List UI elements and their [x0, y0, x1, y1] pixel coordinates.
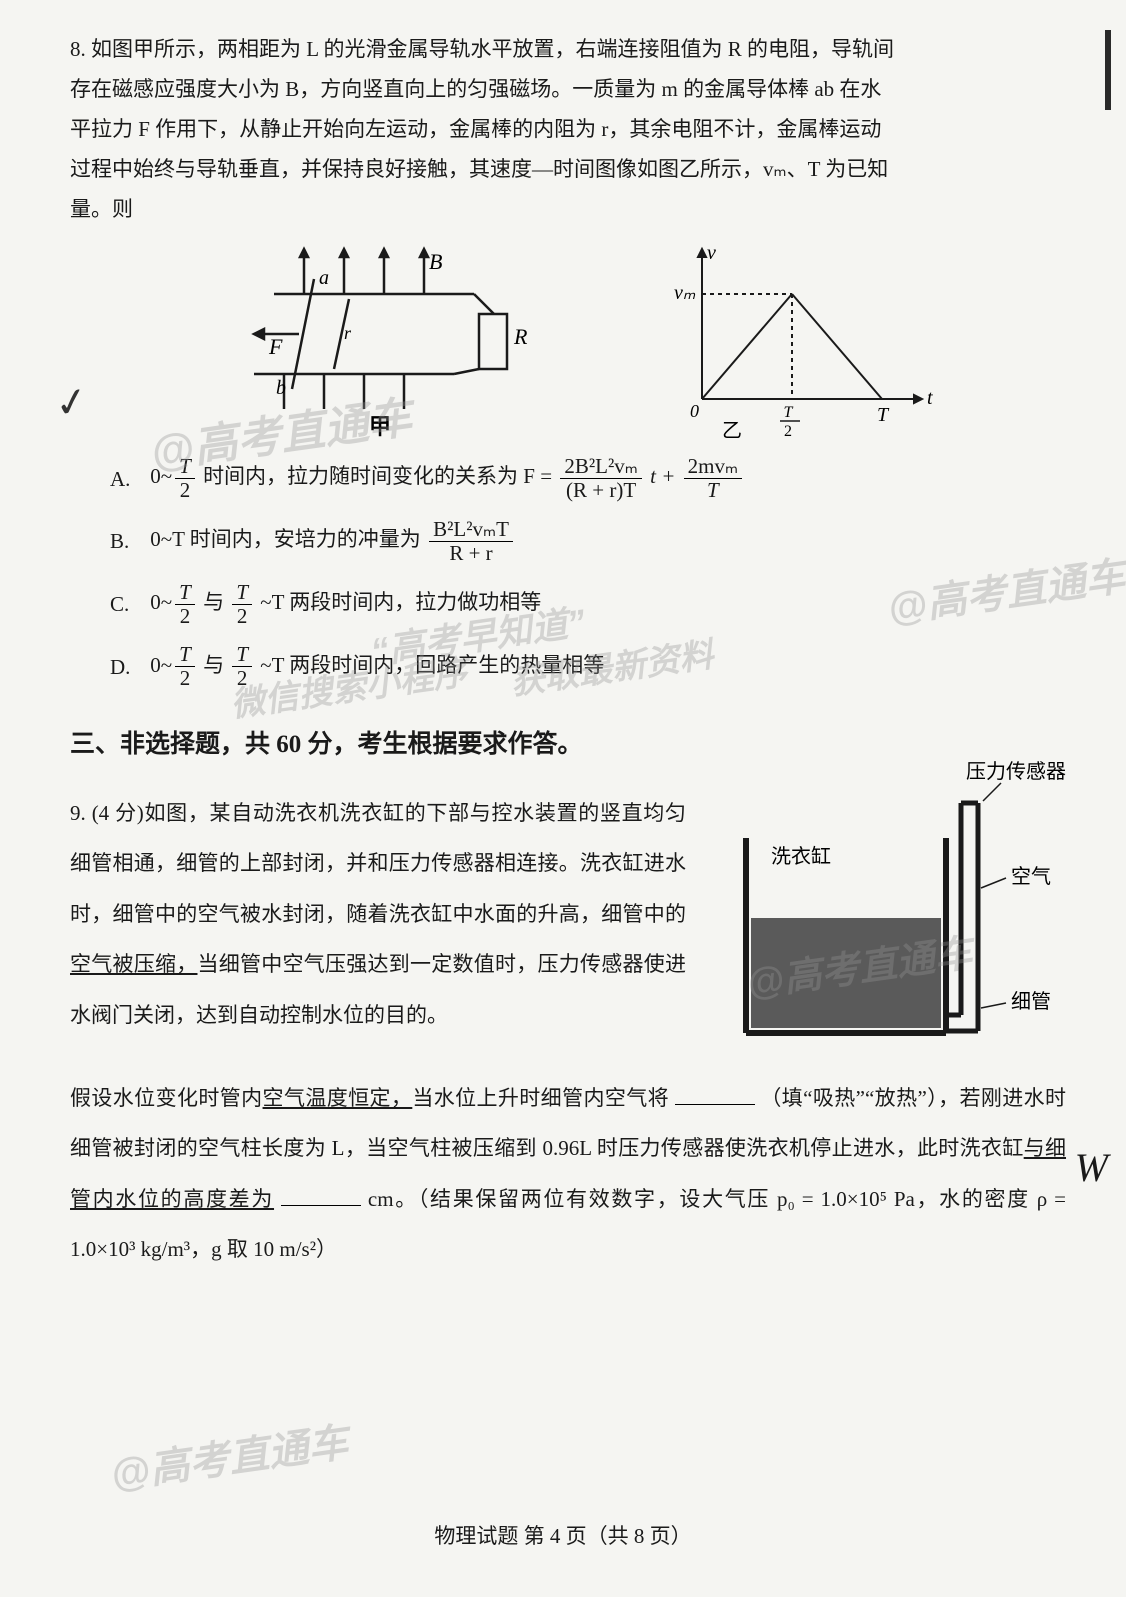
option-b-label: B. — [110, 518, 145, 564]
opt-c-text: ~T 两段时间内，拉力做功相等 — [260, 590, 541, 614]
exam-page: 8. 如图甲所示，两相距为 L 的光滑金属导轨水平放置，右端连接阻值为 R 的电… — [0, 0, 1126, 1597]
T-label: T — [877, 404, 890, 426]
opt-b-text: 0~T 时间内，安培力的冲量为 — [150, 527, 421, 551]
q9-container: 9. (4 分)如图，某自动洗衣机洗衣缸的下部与控水装置的竖直均匀细管相通，细管… — [70, 788, 1066, 1073]
q9-figure: 压力传感器 洗衣缸 空气 — [706, 753, 1066, 1073]
label-b: b — [276, 377, 286, 399]
q8-line3: 平拉力 F 作用下，从静止开始向左运动，金属棒的内阻为 r，其余电阻不计，金属棒… — [70, 117, 881, 141]
opt-a-prefix: 0~ — [150, 464, 172, 488]
label-F: F — [268, 334, 283, 359]
option-d: D. 0~T2 与 T2 ~T 两段时间内，回路产生的热量相等 “高考早知道” … — [110, 642, 1066, 691]
q9-text1: 如图，某自动洗衣机洗衣缸的下部与控水装置的竖直均匀细管相通，细管的上部封闭，并和… — [70, 801, 686, 926]
blank-1[interactable] — [675, 1080, 755, 1105]
label-r: r — [344, 323, 352, 343]
page-footer: 物理试题 第 4 页（共 8 页） — [0, 1517, 1126, 1557]
watermark-8: @高考直通车 — [106, 1405, 353, 1514]
option-c-label: C. — [110, 581, 145, 627]
q9-underline2: 空气温度恒定， — [263, 1086, 413, 1110]
q9-text4: 当水位上升时细管内空气将 — [412, 1086, 669, 1110]
q8-line4: 过程中始终与导轨垂直，并保持良好接触，其速度—时间图像如图乙所示，vₘ、T 为已… — [70, 157, 888, 181]
option-d-label: D. — [110, 644, 145, 690]
label-B: B — [429, 249, 442, 274]
q9-text-left: 9. (4 分)如图，某自动洗衣机洗衣缸的下部与控水装置的竖直均匀细管相通，细管… — [70, 788, 686, 1040]
tank-label: 洗衣缸 — [771, 845, 831, 868]
graph-caption: 乙 — [722, 420, 742, 439]
option-b: B. 0~T 时间内，安培力的冲量为 B²L²vₘTR + r — [110, 516, 1066, 565]
air-label: 空气 — [1011, 865, 1051, 888]
opt-a-text1: 时间内，拉力随时间变化的关系为 F = — [203, 464, 552, 488]
option-a: A. 0~T2 时间内，拉力随时间变化的关系为 F = 2B²L²vₘ(R + … — [110, 453, 1066, 502]
sensor-label: 压力传感器 — [966, 760, 1066, 783]
q8-line1: 如图甲所示，两相距为 L 的光滑金属导轨水平放置，右端连接阻值为 R 的电阻，导… — [91, 37, 894, 61]
label-R: R — [513, 324, 528, 349]
x-axis-label: t — [927, 387, 933, 409]
velocity-graph: v t vₘ 0 T T 2 乙 — [662, 239, 942, 439]
q9-continue: 假设水位变化时管内空气温度恒定，当水位上升时细管内空气将 （填“吸热”“放热”）… — [70, 1073, 1066, 1275]
figures-row: B a b F R r 甲 — [70, 239, 1066, 439]
circuit-diagram: B a b F R r 甲 — [214, 239, 534, 439]
q8-line2: 存在磁感应强度大小为 B，方向竖直向上的匀强磁场。一质量为 m 的金属导体棒 a… — [70, 77, 881, 101]
q9-underline1: 空气被压缩， — [70, 952, 198, 976]
blank-2[interactable] — [281, 1181, 361, 1206]
opt-d-text: ~T 两段时间内，回路产生的热量相等 — [260, 653, 604, 677]
svg-text:T: T — [784, 404, 794, 421]
q9-number: 9. (4 分) — [70, 801, 144, 825]
q8-number: 8. — [70, 30, 86, 70]
tube-label: 细管 — [1011, 990, 1051, 1013]
margin-w-mark: W — [1075, 1130, 1108, 1206]
label-a: a — [319, 267, 329, 289]
origin-label: 0 — [690, 401, 699, 421]
option-a-label: A. — [110, 456, 145, 502]
side-bar-mark — [1105, 30, 1111, 110]
svg-text:2: 2 — [784, 423, 792, 439]
q9-text3: 假设水位变化时管内 — [70, 1086, 263, 1110]
water-fill — [751, 918, 941, 1028]
option-c: C. 0~T2 与 T2 ~T 两段时间内，拉力做功相等 @高考直通车 — [110, 579, 1066, 628]
q8-intro: 8. 如图甲所示，两相距为 L 的光滑金属导轨水平放置，右端连接阻值为 R 的电… — [70, 30, 1066, 229]
y-axis-label: v — [707, 242, 716, 264]
q8-line5: 量。则 — [70, 197, 133, 221]
vm-label: vₘ — [674, 282, 696, 304]
circuit-caption: 甲 — [369, 414, 391, 439]
